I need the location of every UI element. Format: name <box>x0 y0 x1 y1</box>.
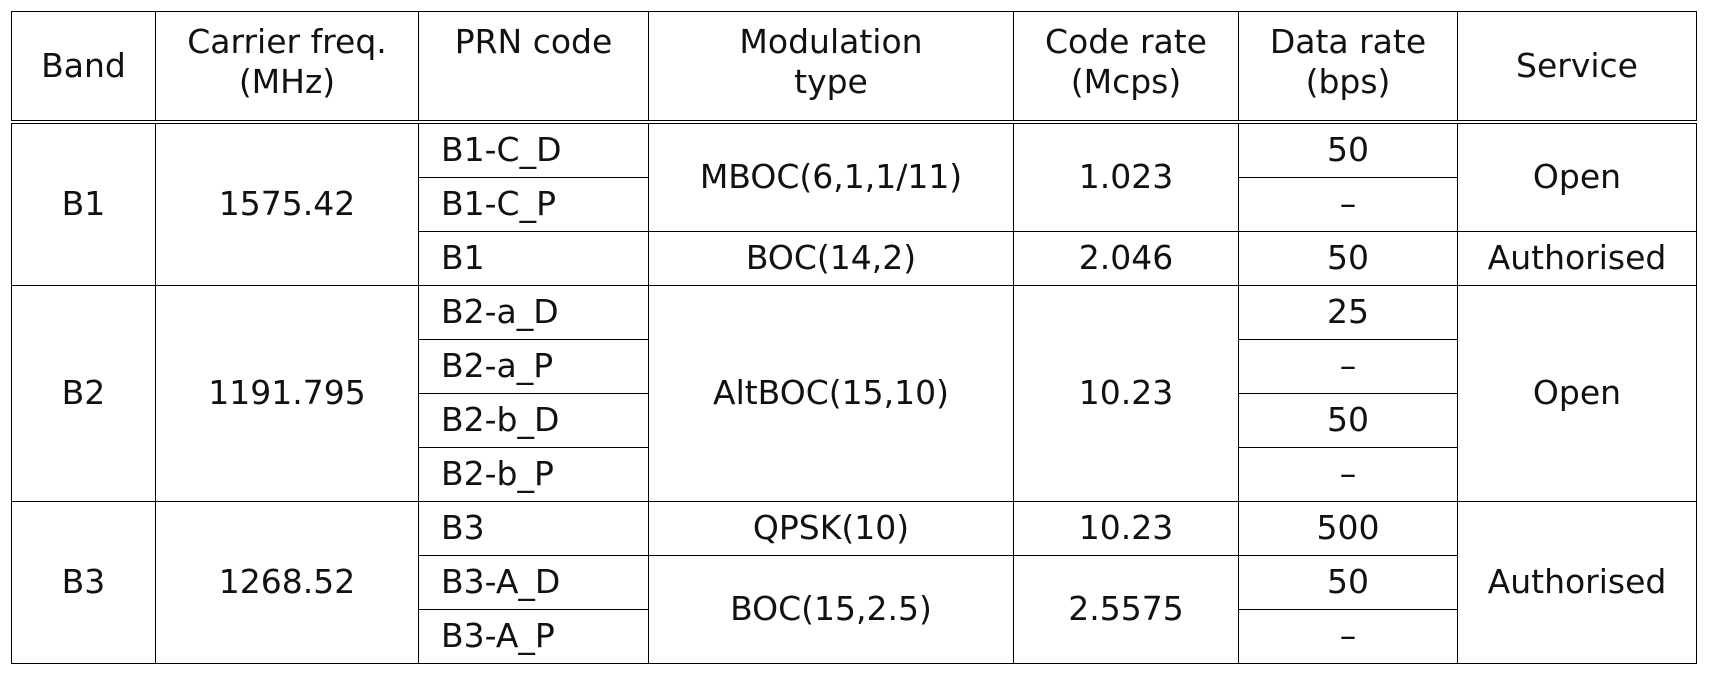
header-text: (MHz) <box>238 62 336 101</box>
table-header: Band Carrier freq. (MHz) PRN code Modulat… <box>11 11 1697 122</box>
modulation: BOC(15,2.5) <box>648 554 1014 664</box>
header-text: (Mcps) <box>1070 62 1182 101</box>
row: B1 1575.42 B1-C_D MBOC(6,1,1/11) 1.023 5… <box>11 121 1697 286</box>
header-cell: Code rate (Mcps) <box>1013 11 1239 122</box>
code-rate: 1.023 <box>1013 121 1239 232</box>
header-cell: Service <box>1457 11 1697 122</box>
table-body: B1 1575.42 B1-C_D MBOC(6,1,1/11) 1.023 5… <box>11 121 1697 664</box>
row: B3-A_D BOC(15,2.5) 2.5575 50 <box>12 554 1697 664</box>
data-rate: – <box>1238 608 1458 664</box>
prn-code: B2-b_P <box>418 446 649 502</box>
data-rate: – <box>1238 338 1458 394</box>
band: B1 <box>11 121 156 286</box>
carrier-freq: 1191.795 <box>155 284 419 502</box>
prn-code: B3-A_D <box>418 554 649 610</box>
data-rate: 25 <box>1238 284 1458 340</box>
header-text: type <box>794 62 868 101</box>
modulation: QPSK(10) <box>648 500 1014 556</box>
carrier-freq: 1575.42 <box>155 121 419 286</box>
row: B1 BOC(14,2) 2.046 50 Authorised <box>12 230 1697 286</box>
header-row: Band Carrier freq. (MHz) PRN code Modulat… <box>11 11 1697 122</box>
prn-code: B1-C_P <box>418 176 649 232</box>
row: B2 1191.795 B2-a_D AltBOC(15,10) 10.23 2… <box>11 284 1697 502</box>
header-text: Carrier freq. <box>187 22 387 61</box>
prn-code: B1-C_D <box>418 121 649 178</box>
band: B3 <box>11 500 156 664</box>
header-text: Service <box>1516 45 1638 85</box>
prn-code: B2-a_D <box>418 284 649 340</box>
service: Open <box>1457 284 1697 502</box>
row: B2-b_D 50 <box>12 392 1697 448</box>
code-rate: 2.046 <box>1013 230 1239 286</box>
signal-table: Band Carrier freq. (MHz) PRN code Modulat… <box>11 11 1697 664</box>
data-rate: 50 <box>1238 392 1458 448</box>
data-rate: 500 <box>1238 500 1458 556</box>
header-text: Modulation <box>739 22 923 61</box>
data-rate: 50 <box>1238 230 1458 286</box>
header-cell: Band <box>11 11 156 122</box>
prn-code: B1 <box>418 230 649 286</box>
service: Open <box>1457 121 1697 232</box>
prn-code: B2-a_P <box>418 338 649 394</box>
row: B3-A_P – <box>12 608 1697 664</box>
code-rate: 10.23 <box>1013 284 1239 502</box>
modulation: MBOC(6,1,1/11) <box>648 121 1014 232</box>
data-rate: – <box>1238 446 1458 502</box>
header-cell: Data rate (bps) <box>1238 11 1458 122</box>
header-text: Band <box>41 45 126 85</box>
modulation: BOC(14,2) <box>648 230 1014 286</box>
service: Authorised <box>1457 500 1697 664</box>
prn-code: B3-A_P <box>418 608 649 664</box>
row: B2-b_P – <box>12 446 1697 502</box>
code-rate: 2.5575 <box>1013 554 1239 664</box>
row: B3 1268.52 B3 QPSK(10) 10.23 500 Authori… <box>11 500 1697 664</box>
header-text: (bps) <box>1305 62 1391 101</box>
header-cell: Carrier freq. (MHz) <box>155 11 419 122</box>
modulation: AltBOC(15,10) <box>648 284 1014 502</box>
band: B2 <box>11 284 156 502</box>
carrier-freq: 1268.52 <box>155 500 419 664</box>
data-rate: – <box>1238 176 1458 232</box>
code-rate: 10.23 <box>1013 500 1239 556</box>
header-text: Code rate <box>1044 22 1207 61</box>
row: B1-C_P – <box>12 176 1697 232</box>
service: Authorised <box>1457 230 1697 286</box>
header-text: PRN code <box>454 22 613 61</box>
header-cell: Modulation type <box>648 11 1014 122</box>
data-rate: 50 <box>1238 121 1458 178</box>
prn-code: B2-b_D <box>418 392 649 448</box>
data-rate: 50 <box>1238 554 1458 610</box>
header-cell: PRN code <box>418 11 649 122</box>
header-text: Data rate <box>1269 22 1427 61</box>
prn-code: B3 <box>418 500 649 556</box>
row: B2-a_P – <box>12 338 1697 394</box>
